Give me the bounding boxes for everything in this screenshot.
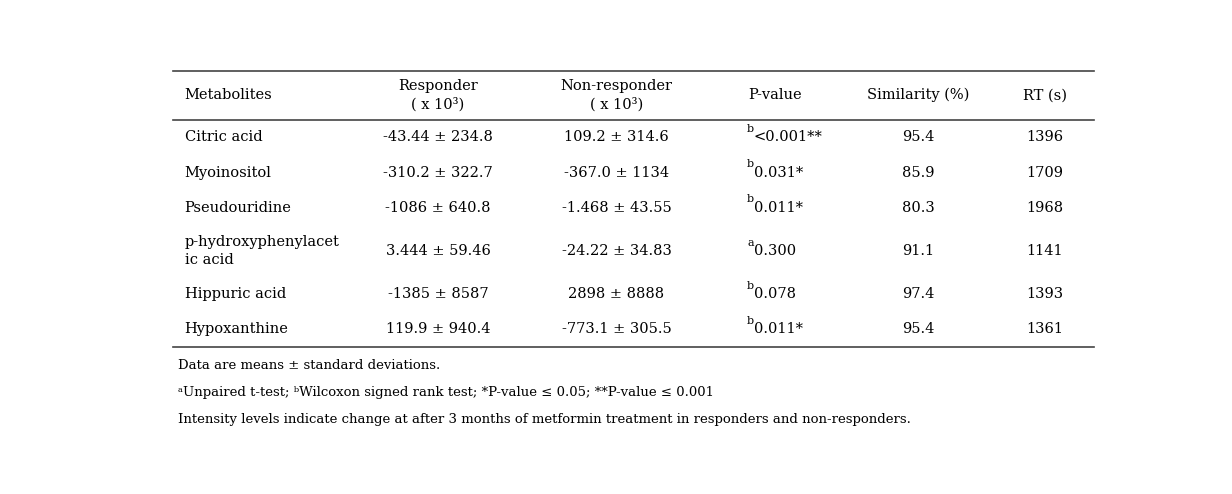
Text: Hypoxanthine: Hypoxanthine: [185, 323, 288, 336]
Text: 80.3: 80.3: [902, 201, 935, 214]
Text: 0.300: 0.300: [754, 244, 796, 258]
Text: 119.9 ± 940.4: 119.9 ± 940.4: [386, 323, 490, 336]
Text: Hippuric acid: Hippuric acid: [185, 287, 286, 301]
Text: 1393: 1393: [1026, 287, 1063, 301]
Text: 109.2 ± 314.6: 109.2 ± 314.6: [564, 130, 669, 144]
Text: a: a: [748, 238, 754, 247]
Text: 1709: 1709: [1026, 165, 1063, 179]
Text: -1086 ± 640.8: -1086 ± 640.8: [386, 201, 490, 214]
Text: b: b: [747, 159, 754, 169]
Text: b: b: [747, 316, 754, 326]
Text: 2898 ± 8888: 2898 ± 8888: [568, 287, 664, 301]
Text: b: b: [747, 124, 754, 134]
Text: 95.4: 95.4: [902, 130, 935, 144]
Text: Metabolites: Metabolites: [185, 88, 272, 102]
Text: Intensity levels indicate change at after 3 months of metformin treatment in res: Intensity levels indicate change at afte…: [177, 413, 910, 426]
Text: -43.44 ± 234.8: -43.44 ± 234.8: [383, 130, 493, 144]
Text: Responder
( x 10³): Responder ( x 10³): [398, 79, 478, 112]
Text: -1.468 ± 43.55: -1.468 ± 43.55: [562, 201, 671, 214]
Text: Non-responder
( x 10³): Non-responder ( x 10³): [561, 79, 673, 112]
Text: b: b: [747, 194, 754, 204]
Text: Citric acid: Citric acid: [185, 130, 262, 144]
Text: -367.0 ± 1134: -367.0 ± 1134: [564, 165, 669, 179]
Text: 95.4: 95.4: [902, 323, 935, 336]
Text: 0.078: 0.078: [754, 287, 796, 301]
Text: -310.2 ± 322.7: -310.2 ± 322.7: [383, 165, 493, 179]
Text: 1141: 1141: [1026, 244, 1063, 258]
Text: ᵃUnpaired t-test; ᵇWilcoxon signed rank test; *P-value ≤ 0.05; **P-value ≤ 0.001: ᵃUnpaired t-test; ᵇWilcoxon signed rank …: [177, 386, 713, 399]
Text: 0.011*: 0.011*: [754, 323, 803, 336]
Text: Myoinositol: Myoinositol: [185, 165, 271, 179]
Text: -1385 ± 8587: -1385 ± 8587: [388, 287, 488, 301]
Text: <0.001**: <0.001**: [754, 130, 823, 144]
Text: 1396: 1396: [1026, 130, 1063, 144]
Text: 91.1: 91.1: [903, 244, 935, 258]
Text: P-value: P-value: [748, 88, 802, 102]
Text: 3.444 ± 59.46: 3.444 ± 59.46: [386, 244, 490, 258]
Text: 1968: 1968: [1026, 201, 1063, 214]
Text: p-hydroxyphenylacet
ic acid: p-hydroxyphenylacet ic acid: [185, 235, 340, 267]
Text: RT (s): RT (s): [1023, 88, 1067, 102]
Text: 0.011*: 0.011*: [754, 201, 803, 214]
Text: Data are means ± standard deviations.: Data are means ± standard deviations.: [177, 359, 440, 372]
Text: -24.22 ± 34.83: -24.22 ± 34.83: [562, 244, 671, 258]
Text: 97.4: 97.4: [902, 287, 935, 301]
Text: 0.031*: 0.031*: [754, 165, 803, 179]
Text: 85.9: 85.9: [902, 165, 935, 179]
Text: Similarity (%): Similarity (%): [867, 88, 970, 102]
Text: b: b: [747, 281, 754, 291]
Text: 1361: 1361: [1026, 323, 1063, 336]
Text: -773.1 ± 305.5: -773.1 ± 305.5: [562, 323, 671, 336]
Text: Pseudouridine: Pseudouridine: [185, 201, 292, 214]
